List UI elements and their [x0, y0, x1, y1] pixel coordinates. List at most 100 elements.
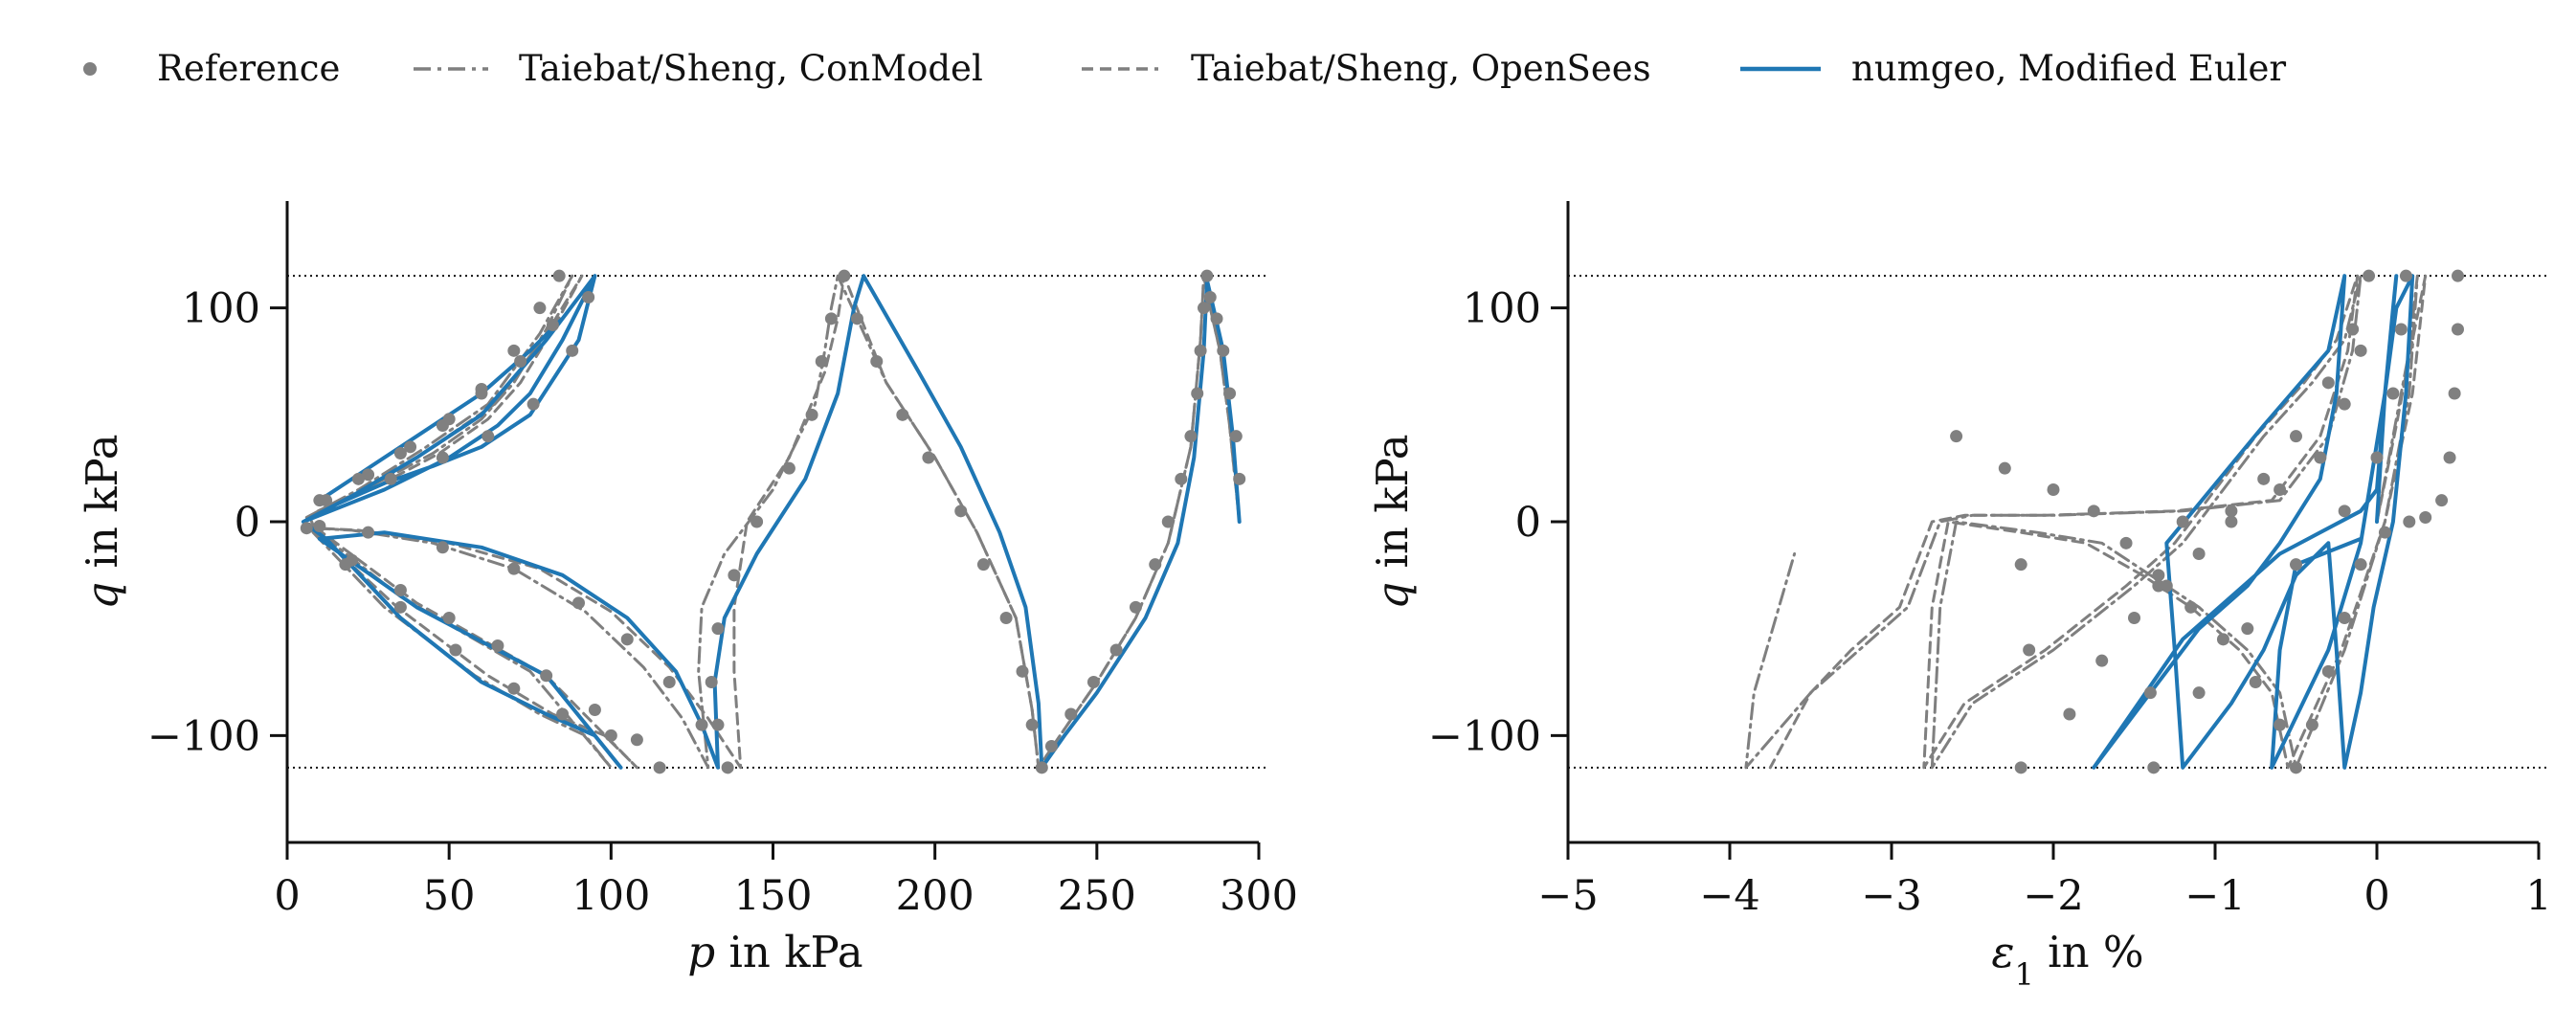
x-tick-label-right-2: −3: [1861, 872, 1921, 920]
legend-label-opensees: Taiebat/Sheng, OpenSees: [1191, 48, 1651, 89]
data-point-reference-right-12: [2290, 761, 2302, 774]
y-tick-label-right-0: −100: [1428, 712, 1541, 760]
data-point-reference-left-3: [1217, 344, 1230, 357]
data-point-reference-left-38: [711, 718, 725, 731]
x-axis-var-left: p: [687, 927, 715, 977]
y-tick-label-left-0: −100: [147, 712, 260, 760]
legend-entry-reference: Reference: [83, 48, 340, 89]
data-point-reference-left-57: [556, 707, 570, 721]
x-tick-label-left-4: 200: [896, 872, 974, 920]
data-point-reference-right-6: [2403, 515, 2416, 528]
x-tick-label-right-0: −5: [1537, 872, 1598, 920]
data-point-reference-left-71: [533, 302, 547, 315]
data-point-reference-left-58: [507, 682, 521, 695]
data-point-reference-left-65: [393, 447, 407, 460]
legend-entry-numgeo: numgeo, Modified Euler: [1740, 48, 2286, 89]
data-point-reference-left-78: [384, 472, 397, 485]
data-point-reference-right-18: [2119, 536, 2133, 549]
data-point-reference-left-62: [300, 522, 313, 535]
data-point-reference-right-25: [2014, 761, 2027, 774]
data-point-reference-left-47: [313, 519, 326, 532]
data-point-reference-right-39: [2314, 451, 2327, 464]
data-point-reference-left-26: [896, 408, 909, 421]
data-point-reference-right-43: [2152, 579, 2165, 593]
data-point-reference-left-17: [1064, 707, 1078, 721]
data-point-reference-left-32: [805, 408, 818, 421]
data-point-reference-left-77: [320, 494, 333, 507]
legend-entry-conmodel: Taiebat/Sheng, ConModel: [414, 48, 983, 89]
legend-label-reference: Reference: [157, 48, 340, 89]
data-point-reference-right-30: [2192, 548, 2206, 560]
y-tick-label-left-2: 100: [182, 285, 260, 333]
plot-area-left: [287, 269, 1266, 774]
x-tick-label-left-0: 0: [274, 872, 300, 920]
data-point-reference-left-82: [566, 344, 579, 357]
data-point-reference-right-20: [2047, 483, 2060, 496]
data-point-reference-left-51: [491, 639, 504, 653]
data-point-reference-left-80: [482, 430, 495, 443]
data-point-reference-right-11: [2305, 718, 2318, 731]
axes-right: −5 −4 −3 −2 −1 0 1 −100 0 100: [1428, 201, 2552, 920]
data-point-reference-left-2: [1223, 387, 1237, 400]
data-point-reference-left-15: [1109, 643, 1123, 657]
data-point-reference-left-43: [572, 596, 585, 610]
data-point-reference-right-49: [2338, 504, 2351, 518]
data-point-reference-right-13: [2274, 718, 2287, 731]
data-point-reference-right-32: [2257, 472, 2271, 485]
data-point-reference-right-10: [2321, 664, 2335, 678]
x-tick-label-right-3: −2: [2023, 872, 2083, 920]
data-point-reference-left-83: [582, 291, 595, 303]
x-tick-label-left-3: 150: [733, 872, 812, 920]
data-point-reference-right-28: [2128, 612, 2140, 624]
data-point-reference-right-0: [2452, 269, 2464, 282]
data-point-reference-left-37: [705, 676, 718, 688]
data-point-reference-right-1: [2452, 323, 2464, 336]
data-point-reference-right-16: [2184, 600, 2198, 614]
data-point-reference-right-52: [2394, 323, 2408, 336]
x-tick-label-right-1: −4: [1699, 872, 1759, 920]
y-axis-var-right: q: [1367, 582, 1418, 610]
data-point-reference-right-50: [2370, 451, 2384, 464]
series-line-opensees-left: [308, 274, 1242, 770]
data-point-reference-left-29: [838, 269, 851, 282]
data-point-reference-right-46: [2192, 686, 2206, 700]
data-point-reference-left-53: [588, 704, 601, 717]
data-point-reference-left-18: [1044, 740, 1058, 752]
data-point-reference-right-4: [2435, 494, 2449, 507]
data-point-reference-left-27: [870, 355, 884, 368]
data-point-reference-left-64: [351, 472, 365, 485]
legend-marker-reference: [83, 62, 97, 76]
data-point-reference-right-22: [1950, 430, 1963, 443]
data-point-reference-right-14: [2249, 676, 2262, 688]
data-point-reference-right-37: [2354, 344, 2367, 357]
data-point-reference-left-11: [1175, 472, 1188, 485]
data-point-reference-right-26: [2063, 707, 2076, 721]
data-point-reference-left-76: [362, 468, 375, 482]
data-point-reference-left-41: [662, 676, 676, 688]
data-point-reference-right-48: [2290, 558, 2302, 572]
x-axis-sub-right: 1: [2015, 956, 2034, 993]
data-point-reference-right-34: [2321, 376, 2335, 390]
x-tick-label-right-6: 1: [2525, 872, 2551, 920]
data-point-reference-left-4: [1210, 312, 1223, 325]
data-point-reference-left-42: [620, 633, 634, 646]
data-point-reference-left-20: [1025, 718, 1039, 731]
y-axis-unit-right: in kPa: [1367, 434, 1418, 581]
data-point-reference-left-69: [546, 319, 559, 332]
data-point-reference-left-68: [514, 355, 527, 368]
data-point-reference-left-52: [540, 669, 553, 683]
data-point-reference-right-31: [2225, 515, 2238, 528]
series-line-conmodel-right: [1744, 274, 2419, 770]
data-point-reference-right-36: [2363, 269, 2376, 282]
y-axis-var-left: q: [77, 582, 127, 610]
data-point-reference-left-40: [695, 718, 708, 731]
data-point-reference-left-13: [1149, 558, 1162, 572]
data-point-reference-left-60: [393, 600, 407, 614]
data-point-reference-left-34: [750, 515, 764, 528]
legend-label-numgeo: numgeo, Modified Euler: [1851, 48, 2286, 89]
data-point-reference-left-81: [526, 397, 540, 411]
data-point-reference-right-44: [2143, 686, 2157, 700]
data-point-reference-right-2: [2448, 387, 2461, 400]
data-point-reference-left-72: [507, 344, 521, 357]
